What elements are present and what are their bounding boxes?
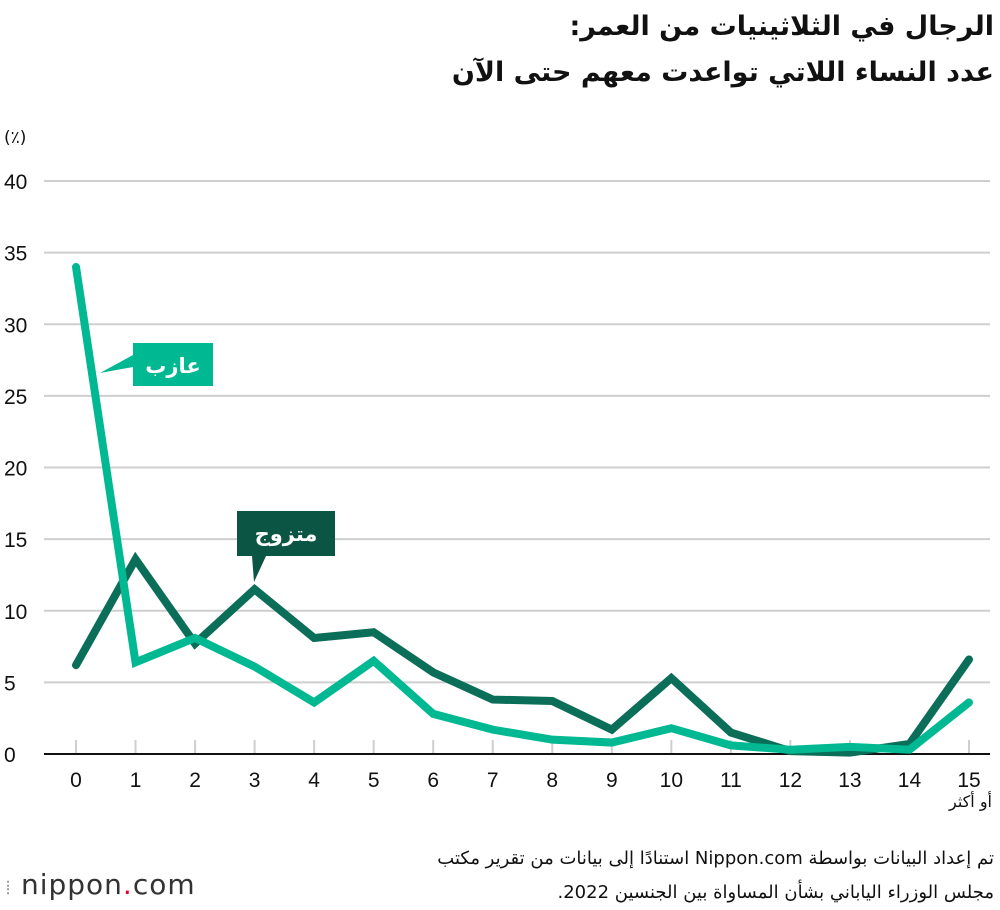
x-tick-label: 15: [957, 769, 980, 792]
logo-icon: ⦙: [6, 878, 12, 899]
married-label: متزوج: [255, 522, 318, 547]
x-tick-label: 8: [546, 769, 558, 792]
x-tick-label: 12: [779, 769, 802, 792]
x-tick-label: 4: [308, 769, 320, 792]
single-label-box: [100, 343, 213, 386]
x-tick-label: 2: [189, 769, 201, 792]
x-tick-label: 3: [249, 769, 261, 792]
y-tick-label: 25: [4, 386, 27, 409]
x-tick-label: 5: [368, 769, 380, 792]
x-tick-label: 14: [898, 769, 922, 792]
source-line-1: تم إعداد البيانات بواسطة Nippon.com استن…: [437, 848, 994, 869]
x-tick-label: 6: [427, 769, 439, 792]
y-tick-label: 35: [4, 243, 27, 266]
title-line-1: الرجال في الثلاثينيات من العمر:: [569, 11, 994, 42]
y-tick-label: 0: [4, 744, 16, 767]
y-tick-label: 10: [4, 601, 27, 624]
x-tick-label: 11: [720, 769, 742, 792]
y-tick-label: 30: [4, 314, 27, 337]
x-tick-label: 1: [130, 769, 142, 792]
x-tick-label: 10: [660, 769, 683, 792]
series-line-single: [72, 262, 973, 754]
source-line-2: مجلس الوزراء الياباني بشأن المساواة بين …: [557, 882, 994, 903]
y-tick-label: 20: [4, 458, 27, 481]
y-tick-label: 15: [4, 529, 27, 552]
title-line-2: عدد النساء اللاتي تواعدت معهم حتى الآن: [451, 57, 994, 88]
y-axis-unit: (٪): [4, 128, 27, 148]
x-tick-label: 13: [838, 769, 861, 792]
x-axis-last-suffix: أو أكثر: [949, 792, 992, 811]
single-label: عازب: [145, 354, 200, 378]
source-note: تم إعداد البيانات بواسطة Nippon.com استن…: [437, 842, 994, 910]
nippon-logo: ⦙ nippon.com: [6, 868, 196, 901]
x-tick-label: 9: [606, 769, 618, 792]
x-tick-label: 0: [70, 769, 82, 792]
x-tick-label: 7: [487, 769, 499, 792]
y-tick-label: 40: [4, 171, 27, 194]
chart-title: الرجال في الثلاثينيات من العمر: عدد النس…: [452, 4, 994, 96]
y-tick-label: 5: [4, 672, 16, 695]
married-label-box: [237, 511, 335, 582]
series-line-married: [72, 551, 973, 757]
